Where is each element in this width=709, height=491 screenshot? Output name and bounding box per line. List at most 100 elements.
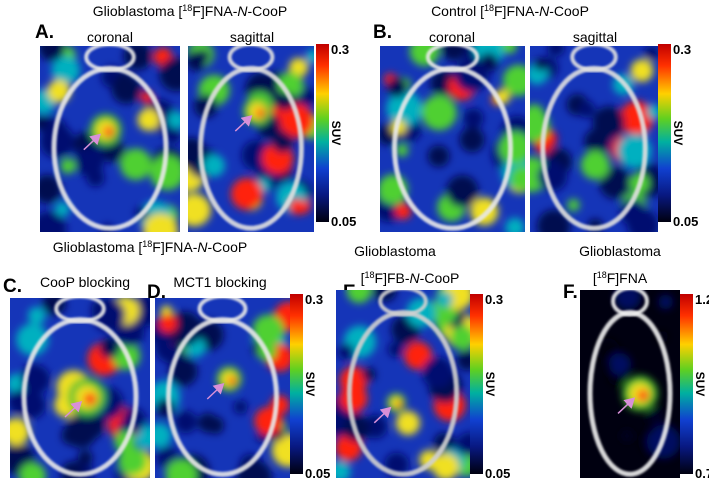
title: [18F]FNA xyxy=(593,270,648,286)
blob xyxy=(272,131,294,153)
label: B. xyxy=(373,22,392,43)
skull-top xyxy=(54,298,106,324)
blob xyxy=(77,450,93,466)
blob xyxy=(502,64,525,97)
blob xyxy=(499,131,525,165)
label: MCT1 blocking xyxy=(173,274,266,290)
scale-min: 0.05 xyxy=(305,466,330,481)
blob xyxy=(446,175,479,208)
blob xyxy=(592,106,625,139)
label: Glioblastoma xyxy=(579,243,661,259)
blob xyxy=(395,410,421,436)
blob xyxy=(630,59,654,83)
label: CooP blocking xyxy=(40,274,130,290)
arrow xyxy=(234,115,253,132)
skull-top xyxy=(197,298,248,324)
blob xyxy=(386,76,408,98)
hot xyxy=(228,377,237,385)
scale-unit: SUV xyxy=(693,372,707,397)
arrow xyxy=(373,406,392,424)
blob xyxy=(158,314,178,333)
title-part: -CooP xyxy=(208,239,248,255)
blob xyxy=(608,352,632,376)
scale-unit: SUV xyxy=(483,372,497,397)
blob xyxy=(19,462,46,478)
blob xyxy=(456,349,470,371)
blob xyxy=(432,453,460,478)
blob xyxy=(271,433,290,468)
blob xyxy=(92,298,126,332)
arrow xyxy=(617,397,636,414)
title-part: 18 xyxy=(142,239,152,249)
blob xyxy=(395,203,412,220)
scale-unit: SUV xyxy=(329,121,343,146)
blob xyxy=(449,325,470,351)
label: coronal xyxy=(429,29,475,45)
title-part: F]FNA- xyxy=(494,3,539,19)
title-part: F]FNA xyxy=(607,270,648,286)
blob xyxy=(459,127,485,153)
blob xyxy=(74,146,105,177)
blob xyxy=(10,389,33,415)
blob xyxy=(188,193,211,227)
scale-min: 0.05 xyxy=(673,214,698,229)
blob xyxy=(502,46,517,54)
colorbar xyxy=(680,294,693,474)
blob xyxy=(599,167,632,200)
blob xyxy=(505,217,525,232)
scale-min: 0.05 xyxy=(331,214,356,229)
blob xyxy=(143,213,179,232)
label: sagittal xyxy=(230,29,274,45)
label: F. xyxy=(563,282,578,303)
blob xyxy=(646,407,664,426)
colorbar xyxy=(316,44,329,222)
blob xyxy=(60,158,76,174)
blob xyxy=(646,104,658,120)
blob xyxy=(40,211,67,232)
arrow xyxy=(206,382,225,400)
skull-top xyxy=(378,290,428,317)
scale-max: 0.3 xyxy=(331,42,349,57)
hot xyxy=(84,393,96,405)
title-part: F]FNA- xyxy=(152,239,197,255)
blob xyxy=(137,108,160,131)
scale-max: 0.3 xyxy=(485,292,503,307)
label: Glioblastoma xyxy=(354,243,436,259)
blob xyxy=(155,423,172,448)
title-part: [ xyxy=(593,270,597,286)
blob xyxy=(441,46,467,61)
blobs xyxy=(40,46,180,232)
title-part: F]FB- xyxy=(375,270,410,286)
blob xyxy=(547,46,565,57)
blob xyxy=(42,298,67,316)
blob xyxy=(580,150,610,180)
title: Glioblastoma [18F]FNA-N-CooP xyxy=(93,3,287,19)
hot xyxy=(255,108,265,118)
blob xyxy=(289,198,305,215)
title-part: -CooP xyxy=(248,3,288,19)
blob xyxy=(644,46,658,61)
title-part: N xyxy=(539,3,550,19)
title-part: 18 xyxy=(597,270,607,280)
blob xyxy=(620,429,634,442)
blobs xyxy=(336,290,470,478)
blob xyxy=(361,367,376,382)
colorbar xyxy=(290,294,303,474)
blob xyxy=(437,291,453,308)
skull-top xyxy=(611,290,649,317)
blob xyxy=(422,356,454,389)
label: D. xyxy=(147,282,166,303)
blob xyxy=(197,413,218,433)
title-part: Glioblastoma [ xyxy=(53,239,143,255)
blob xyxy=(120,148,152,181)
title-part: F]FNA- xyxy=(192,3,237,19)
blob xyxy=(338,343,355,360)
pet-image xyxy=(40,46,180,232)
blob xyxy=(167,111,180,129)
blob xyxy=(427,145,450,168)
title: Control [18F]FNA-N-CooP xyxy=(431,3,589,19)
blob xyxy=(614,290,642,311)
label: coronal xyxy=(87,29,133,45)
blob xyxy=(305,49,314,64)
